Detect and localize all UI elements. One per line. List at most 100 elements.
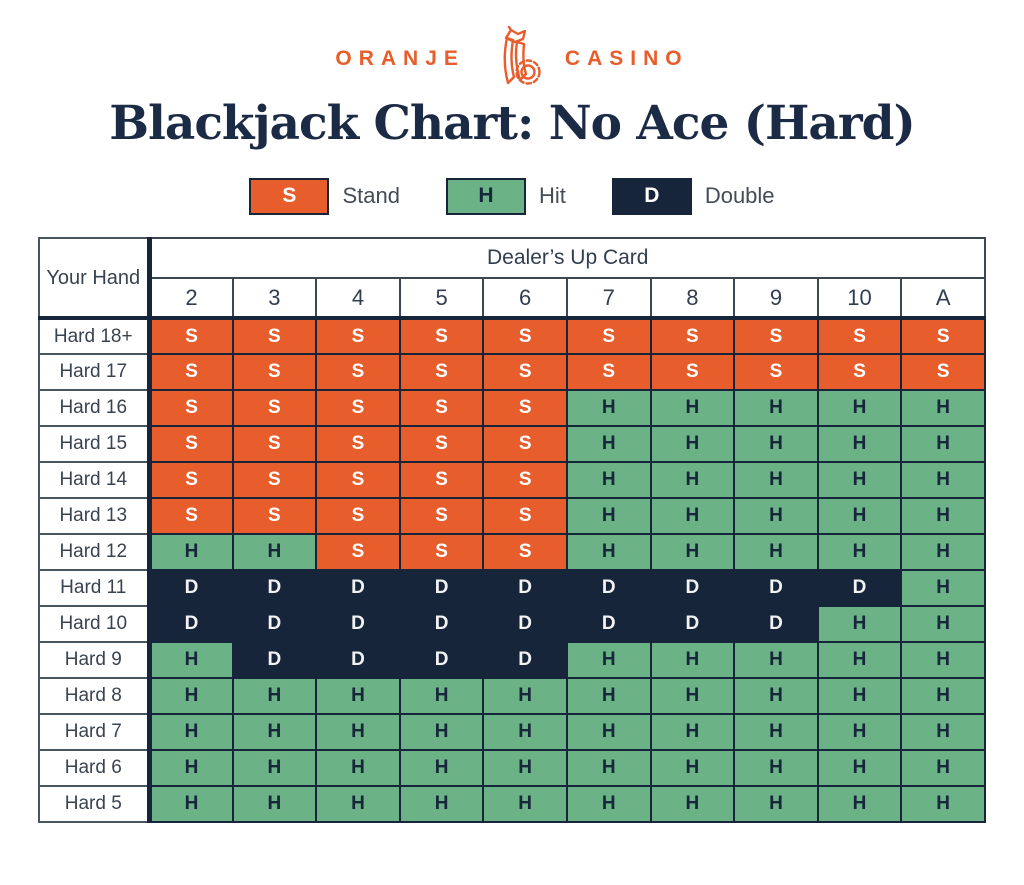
action-cell: S (148, 461, 234, 499)
column-header-7: 7 (565, 277, 652, 320)
action-cell: H (649, 641, 736, 679)
action-cell: H (649, 533, 736, 571)
action-cell: H (565, 425, 652, 463)
action-cell: D (482, 641, 568, 679)
action-cell: H (482, 785, 568, 823)
action-cell: D (398, 605, 485, 643)
action-cell: S (398, 353, 485, 391)
action-cell: D (315, 605, 401, 643)
action-cell: S (315, 389, 401, 427)
action-cell: S (315, 317, 401, 355)
your-hand-corner-label: Your Hand (38, 237, 152, 320)
action-cell: H (148, 785, 234, 823)
row-label: Hard 5 (38, 785, 152, 823)
legend: S Stand H Hit D Double (0, 177, 1024, 215)
action-cell: S (398, 317, 485, 355)
action-cell: D (148, 605, 234, 643)
column-header-4: 4 (315, 277, 401, 320)
column-header-6: 6 (482, 277, 568, 320)
row-label: Hard 12 (38, 533, 152, 571)
action-cell: H (565, 461, 652, 499)
action-cell: H (733, 533, 819, 571)
action-cell: S (565, 353, 652, 391)
action-cell: S (398, 461, 485, 499)
action-cell: H (398, 677, 485, 715)
action-cell: H (148, 641, 234, 679)
legend-item-hit: H Hit (445, 177, 566, 215)
row-label: Hard 16 (38, 389, 152, 427)
action-cell: H (565, 533, 652, 571)
action-cell: H (816, 461, 903, 499)
action-cell: D (733, 569, 819, 607)
table-row: Hard 16 S S S S S H H H H H (38, 389, 986, 427)
action-cell: H (148, 713, 234, 751)
action-cell: H (315, 713, 401, 751)
action-cell: H (900, 497, 986, 535)
action-cell: D (649, 605, 736, 643)
action-cell: H (900, 389, 986, 427)
action-cell: H (482, 677, 568, 715)
action-cell: H (398, 713, 485, 751)
action-cell: D (482, 569, 568, 607)
action-cell: H (900, 749, 986, 787)
action-cell: H (315, 785, 401, 823)
action-cell: H (816, 425, 903, 463)
action-cell: H (649, 749, 736, 787)
action-cell: H (900, 677, 986, 715)
action-cell: S (900, 317, 986, 355)
action-cell: S (315, 353, 401, 391)
table-row: Hard 13 S S S S S H H H H H (38, 497, 986, 535)
action-cell: D (231, 641, 318, 679)
action-cell: S (231, 389, 318, 427)
action-cell: D (733, 605, 819, 643)
action-cell: H (649, 785, 736, 823)
column-header-9: 9 (733, 277, 819, 320)
action-cell: S (733, 317, 819, 355)
action-cell: H (733, 461, 819, 499)
legend-label: Double (704, 183, 775, 208)
action-cell: H (231, 677, 318, 715)
action-cell: H (649, 425, 736, 463)
action-cell: H (900, 425, 986, 463)
row-label: Hard 14 (38, 461, 152, 499)
action-cell: H (565, 677, 652, 715)
action-cell: H (816, 785, 903, 823)
row-label: Hard 15 (38, 425, 152, 463)
action-cell: D (398, 569, 485, 607)
action-cell: H (649, 389, 736, 427)
action-cell: H (565, 497, 652, 535)
action-cell: S (482, 389, 568, 427)
action-cell: H (148, 533, 234, 571)
action-cell: H (565, 749, 652, 787)
dealers-up-card-header: Dealer’s Up Card (148, 237, 986, 279)
action-cell: S (231, 317, 318, 355)
column-header-8: 8 (649, 277, 736, 320)
action-cell: H (565, 713, 652, 751)
action-cell: H (315, 749, 401, 787)
action-cell: H (816, 749, 903, 787)
action-cell: H (900, 461, 986, 499)
action-cell: D (649, 569, 736, 607)
casino-logo: ORANJE CASINO (0, 25, 1024, 88)
action-cell: H (816, 389, 903, 427)
row-label: Hard 6 (38, 749, 152, 787)
action-cell: H (231, 749, 318, 787)
legend-label: Hit (538, 183, 566, 208)
action-cell: H (816, 713, 903, 751)
action-cell: D (315, 641, 401, 679)
action-cell: S (148, 425, 234, 463)
logo-word-casino: CASINO (564, 47, 689, 70)
column-header-2: 2 (148, 277, 234, 320)
action-cell: H (565, 785, 652, 823)
row-label: Hard 9 (38, 641, 152, 679)
action-cell: D (816, 569, 903, 607)
action-cell: S (816, 353, 903, 391)
legend-swatch: H (445, 177, 526, 215)
action-cell: H (649, 713, 736, 751)
strategy-table-body: Hard 18+ S S S S S S S S S S Hard 17 S S S S S S S S S S Hard … (38, 317, 986, 823)
action-cell: S (900, 353, 986, 391)
legend-label: Stand (342, 183, 400, 208)
blackjack-strategy-table: Your Hand Dealer’s Up Card 2 3 4 5 6 7 8 9 10 A H… (38, 237, 986, 823)
